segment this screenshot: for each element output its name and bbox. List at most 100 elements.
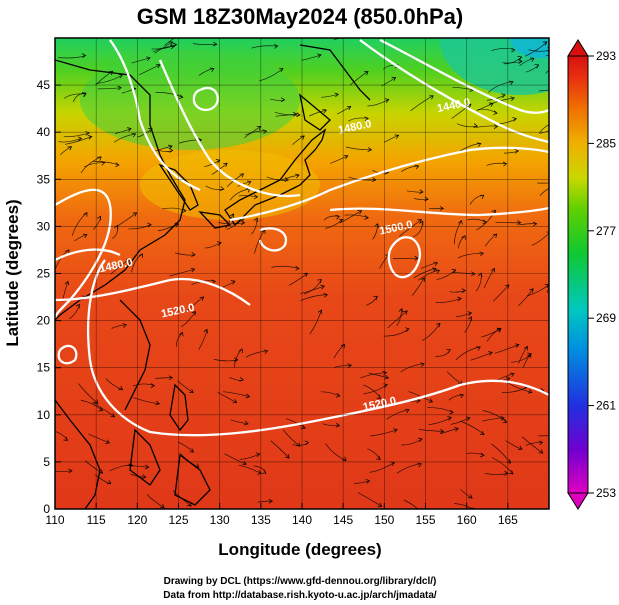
wind-streamline (546, 54, 549, 56)
wind-arrowhead (489, 102, 494, 107)
wind-streamline (408, 391, 433, 403)
wind-streamline (128, 224, 152, 230)
wind-streamline (177, 441, 194, 453)
wind-arrowhead (211, 279, 216, 285)
wind-arrowhead (96, 215, 102, 221)
wind-streamline (345, 146, 372, 151)
wind-arrowhead (414, 164, 420, 170)
coldest-air-region (510, 38, 549, 58)
wind-arrowhead (190, 267, 196, 273)
wind-arrowhead (356, 31, 360, 35)
wind-streamline (413, 197, 429, 200)
wind-streamline (325, 443, 347, 461)
wind-streamline (399, 219, 422, 237)
wind-arrowhead (509, 470, 514, 475)
wind-streamline (538, 89, 549, 92)
wind-arrowhead (82, 233, 88, 238)
y-axis-label: Latitude (degrees) (3, 199, 22, 346)
wind-streamline (339, 210, 362, 224)
wind-arrowhead (182, 208, 187, 213)
wind-arrowhead (223, 162, 228, 168)
wind-arrowhead (230, 280, 236, 285)
wind-arrowhead (439, 428, 445, 434)
wind-streamline (503, 56, 522, 65)
wind-streamline (334, 364, 352, 368)
wind-arrowhead (465, 416, 471, 422)
wind-streamline (155, 92, 183, 98)
wind-arrowhead (510, 372, 515, 378)
wind-arrowhead (274, 43, 279, 49)
wind-arrowhead (81, 53, 87, 58)
wind-arrowhead (516, 220, 522, 225)
wind-arrowhead (108, 70, 114, 76)
credit-data: Data from http://database.rish.kyoto-u.a… (163, 590, 437, 601)
wind-streamline (245, 350, 268, 358)
wind-arrowhead (429, 95, 434, 100)
wind-arrowhead (476, 346, 481, 351)
wind-streamline (367, 99, 389, 107)
wind-streamline (539, 124, 549, 134)
wind-streamline (418, 429, 444, 432)
wind-arrowhead (461, 235, 466, 240)
colorbar-top-arrow (567, 39, 589, 57)
y-axis-ticks: 0 5 10 15 20 25 30 35 40 45 (37, 78, 61, 516)
wind-arrowhead (122, 323, 127, 328)
wind-streamline (436, 269, 456, 280)
wind-streamline (121, 87, 136, 94)
wind-arrowhead (268, 498, 273, 504)
wind-arrowhead (365, 478, 371, 484)
wind-streamline (275, 113, 297, 117)
wind-arrowhead (405, 327, 410, 332)
wind-streamline (178, 139, 202, 144)
wind-streamline (421, 323, 441, 342)
wind-arrowhead (471, 271, 476, 277)
wind-arrowhead (343, 154, 349, 160)
wind-streamline (457, 252, 484, 259)
wind-streamline (83, 162, 105, 168)
wind-streamline (470, 351, 493, 361)
wind-streamline (452, 86, 474, 91)
wind-arrowhead (504, 284, 510, 289)
wind-streamline (486, 94, 506, 101)
y-tick-label: 5 (43, 455, 50, 469)
wind-arrowhead (553, 274, 557, 278)
wind-streamline (130, 473, 146, 478)
wind-streamline (524, 41, 548, 57)
wind-arrowhead (529, 288, 534, 293)
wind-arrowhead (160, 503, 165, 509)
wind-arrowhead (512, 117, 517, 122)
wind-arrowhead (476, 142, 482, 147)
graticule (55, 38, 549, 509)
wind-arrowhead (148, 128, 153, 133)
wind-streamline (114, 128, 132, 134)
wind-streamline (65, 136, 92, 145)
wind-arrowhead (168, 41, 174, 46)
y-tick-label: 10 (37, 408, 51, 422)
wind-streamline (539, 188, 549, 197)
wind-arrowhead (479, 430, 485, 435)
wind-streamline (484, 472, 508, 475)
wind-arrowhead (317, 279, 322, 284)
wind-arrowhead (451, 269, 457, 274)
x-tick-label: 140 (292, 513, 312, 527)
wind-streamline (333, 38, 342, 40)
x-tick-label: 150 (374, 513, 394, 527)
wind-arrowhead (257, 470, 262, 475)
colorbar: 253 261 269 277 285 293 (567, 39, 616, 510)
wind-arrowhead (364, 215, 369, 220)
wind-streamline (80, 156, 102, 174)
wind-streamline (225, 213, 234, 229)
wind-streamline (55, 470, 73, 473)
wind-streamline (482, 417, 505, 422)
wind-streamline (518, 346, 528, 364)
x-tick-label: 165 (498, 513, 518, 527)
wind-arrowhead (493, 110, 498, 115)
wind-arrowhead (187, 502, 192, 507)
wind-streamline (454, 503, 474, 509)
wind-arrowhead (203, 328, 208, 334)
wind-streamline (245, 130, 267, 136)
wind-arrowhead (391, 77, 397, 82)
wind-streamline (357, 492, 382, 507)
wind-streamline (286, 418, 306, 429)
wind-streamline (525, 441, 543, 446)
